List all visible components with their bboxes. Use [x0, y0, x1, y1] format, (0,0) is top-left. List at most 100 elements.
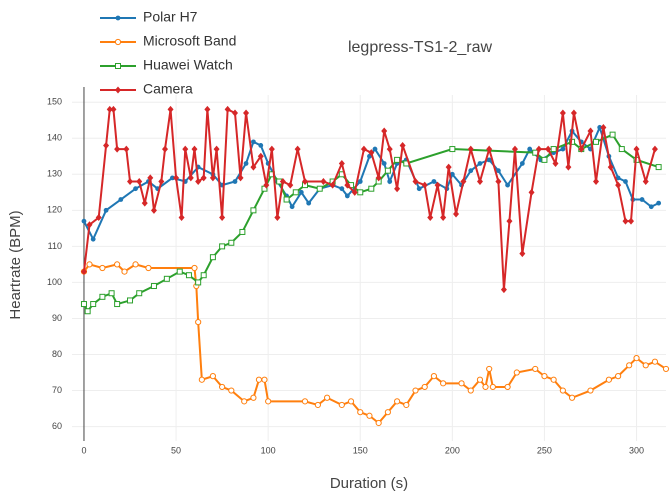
marker: [99, 264, 106, 272]
marker: [476, 376, 484, 383]
marker: [204, 105, 211, 113]
marker: [440, 214, 447, 222]
marker: [597, 125, 603, 130]
marker: [587, 127, 594, 135]
marker: [209, 373, 217, 380]
marker: [468, 168, 474, 174]
marker: [263, 181, 270, 189]
marker: [431, 179, 437, 184]
marker: [268, 145, 275, 153]
marker: [283, 196, 290, 203]
marker: [560, 146, 566, 152]
marker: [570, 109, 577, 117]
marker: [191, 264, 198, 272]
marker: [110, 105, 117, 113]
marker: [651, 358, 659, 365]
marker: [347, 398, 355, 405]
marker: [298, 189, 304, 195]
legend-label: Camera: [143, 81, 193, 97]
marker: [593, 138, 600, 145]
marker: [360, 145, 367, 153]
marker: [209, 174, 216, 182]
x-tick-label: 50: [171, 445, 181, 455]
marker: [615, 373, 622, 380]
marker: [219, 383, 226, 391]
marker: [384, 409, 391, 416]
marker: [274, 214, 281, 222]
marker: [301, 398, 309, 405]
marker: [513, 369, 520, 376]
marker: [173, 174, 180, 182]
marker: [323, 394, 331, 401]
marker: [163, 275, 170, 282]
marker: [565, 163, 572, 171]
marker: [541, 156, 548, 163]
marker: [123, 145, 130, 153]
y-tick-label: 90: [52, 313, 62, 323]
marker: [195, 178, 202, 185]
marker: [150, 283, 157, 290]
marker: [527, 146, 533, 152]
marker: [449, 146, 456, 153]
marker: [500, 286, 507, 294]
marker: [578, 145, 585, 153]
marker: [339, 186, 345, 192]
marker: [314, 401, 321, 409]
marker: [232, 179, 238, 184]
marker: [108, 290, 115, 297]
y-tick-label: 60: [52, 421, 62, 431]
marker: [387, 179, 393, 184]
marker: [241, 398, 248, 405]
marker: [294, 145, 301, 153]
x-tick-label: 100: [261, 445, 276, 455]
marker: [191, 145, 198, 153]
marker: [251, 139, 256, 145]
marker: [115, 86, 121, 94]
marker: [114, 301, 121, 308]
marker: [394, 185, 401, 193]
x-axis-label: Duration (s): [330, 475, 408, 491]
marker: [453, 210, 460, 218]
marker: [81, 218, 87, 224]
marker: [628, 217, 635, 225]
legend-label: Polar H7: [143, 9, 198, 25]
marker: [258, 143, 264, 148]
marker: [506, 217, 513, 225]
marker: [182, 145, 189, 153]
marker: [261, 376, 268, 383]
marker: [642, 178, 649, 185]
marker: [99, 293, 106, 300]
marker: [200, 272, 207, 279]
series-line: [83, 263, 667, 425]
marker: [430, 373, 438, 380]
marker: [541, 373, 548, 380]
marker: [412, 387, 419, 394]
marker: [115, 15, 121, 21]
marker: [615, 175, 621, 181]
marker: [495, 168, 501, 174]
marker: [329, 181, 336, 189]
marker: [132, 261, 139, 268]
marker: [243, 161, 249, 166]
y-axis-label: Heartrate (BPM): [7, 210, 24, 319]
marker: [528, 188, 535, 196]
marker: [559, 109, 566, 117]
marker: [209, 254, 216, 261]
y-tick-label: 130: [47, 169, 62, 179]
marker: [412, 178, 419, 185]
marker: [90, 301, 97, 308]
marker: [375, 419, 382, 427]
marker: [633, 355, 640, 362]
marker: [375, 174, 382, 182]
marker: [651, 145, 658, 153]
marker: [158, 178, 165, 185]
marker: [357, 409, 364, 416]
marker: [287, 181, 294, 189]
marker: [114, 261, 121, 268]
marker: [301, 178, 308, 185]
marker: [440, 380, 447, 387]
marker: [169, 175, 175, 181]
marker: [250, 207, 257, 214]
marker: [486, 157, 492, 163]
